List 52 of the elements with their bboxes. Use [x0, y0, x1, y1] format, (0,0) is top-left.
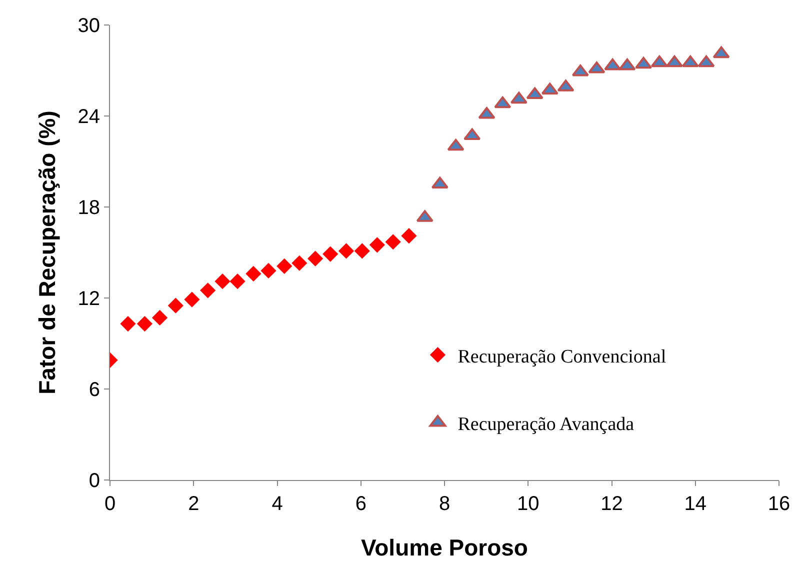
- point: [354, 243, 370, 259]
- y-axis-title: Fator de Recuperação (%): [34, 110, 60, 394]
- x-tick-label: 4: [272, 493, 283, 515]
- point: [447, 138, 464, 151]
- point: [322, 246, 338, 262]
- point: [276, 258, 292, 274]
- x-axis-title: Volume Poroso: [361, 534, 528, 561]
- x-tick-label: 14: [684, 493, 707, 515]
- point: [308, 250, 324, 266]
- point: [385, 234, 401, 250]
- point: [526, 87, 544, 100]
- point: [214, 274, 230, 290]
- point: [604, 58, 622, 70]
- point: [168, 298, 184, 314]
- y-tick-label: 12: [78, 288, 100, 310]
- point: [510, 92, 528, 104]
- point: [292, 255, 308, 271]
- legend-label: Recuperação Convencional: [458, 346, 666, 368]
- point: [494, 96, 512, 108]
- point: [246, 266, 262, 282]
- x-tick-label: 2: [188, 493, 200, 515]
- point: [200, 282, 216, 298]
- y-tick-label: 0: [88, 470, 100, 492]
- point: [401, 228, 417, 244]
- y-tick-label: 6: [88, 379, 100, 401]
- point: [588, 61, 606, 74]
- point: [230, 274, 246, 290]
- point: [650, 55, 668, 68]
- y-tick-label: 24: [78, 106, 100, 128]
- x-tick-label: 16: [768, 493, 790, 515]
- point: [369, 237, 385, 253]
- point: [260, 262, 276, 278]
- point: [635, 56, 652, 69]
- point: [478, 106, 496, 119]
- y-tick-label: 18: [78, 197, 100, 219]
- point: [152, 310, 168, 326]
- point: [120, 316, 136, 332]
- x-tick-label: 6: [355, 493, 366, 515]
- x-tick-label: 0: [104, 493, 116, 515]
- x-tick-label: 10: [517, 493, 540, 515]
- point: [682, 55, 699, 68]
- point: [666, 55, 683, 68]
- point: [338, 243, 354, 259]
- point: [136, 316, 152, 332]
- y-tick-label: 30: [78, 15, 100, 37]
- point: [712, 46, 730, 58]
- x-tick-label: 12: [600, 493, 623, 515]
- point: [698, 55, 715, 68]
- point: [184, 292, 200, 308]
- x-tick-label: 8: [438, 493, 450, 515]
- point: [618, 58, 636, 70]
- legend-label: Recuperação Avançada: [458, 414, 635, 435]
